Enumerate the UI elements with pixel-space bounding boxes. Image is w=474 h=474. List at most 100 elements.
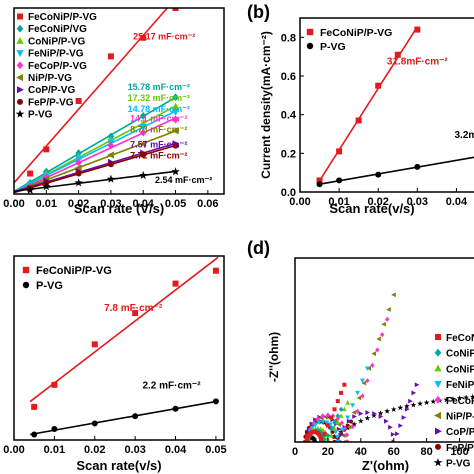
panel-b-y-axis-label: Current density(mA·cm⁻²) — [259, 31, 273, 179]
panel-d-point — [338, 406, 344, 412]
panel-d-point — [463, 394, 469, 400]
panel-d-point — [350, 424, 355, 430]
panel-c-slope-label: 7.8 mF·cm⁻² — [104, 303, 163, 314]
panel-d-point — [350, 403, 355, 408]
panel-c-point-FeCoNiP/P-VG — [212, 267, 219, 274]
panel-d-point — [317, 432, 322, 437]
panel-a-legend-marker — [16, 37, 24, 44]
panel-d-point — [355, 408, 360, 414]
panel-d-legend-marker — [434, 364, 442, 372]
panel-d-legend-label: CoNiF — [446, 364, 474, 375]
panel-a-legend-label: CoP/P-VG — [28, 85, 75, 96]
panel-d-point — [384, 408, 390, 414]
panel-b-y-tick-label: 0.2 — [281, 148, 296, 160]
panel-c-x-tick-label: 0.05 — [205, 444, 226, 456]
panel-d-point — [331, 434, 336, 439]
panel-d-point — [410, 402, 417, 408]
panel-d-point — [335, 413, 340, 419]
panel-a-point-NiP/P-VG — [171, 127, 179, 135]
panel-d-legend-marker — [434, 348, 442, 357]
panel-d-point — [342, 382, 347, 387]
panel-d-x-tick-label: 0 — [292, 446, 298, 458]
panel-a-point-NiP/P-VG — [139, 140, 147, 148]
panel-b-point-FeCoNiP/P-VG — [414, 26, 421, 33]
panel-d-legend-label: FeCoP — [446, 396, 474, 407]
panel-d-x-tick-label: 60 — [388, 446, 400, 458]
panel-d-point — [372, 411, 377, 416]
panel-a-point-FeCoP/P-VG — [172, 115, 179, 124]
panel-a: FeCoNiP/P-VG 25.17 mF·cm⁻² FeCoNiP/VG 15.78… — [3, 7, 225, 216]
panel-a-point-FeP/P-VG — [75, 170, 82, 177]
panel-d-legend-marker — [434, 411, 441, 420]
panel-d-point — [397, 404, 404, 411]
panel-b-x-tick-label: 0.03 — [407, 196, 428, 208]
panel-d-legend-marker — [435, 427, 442, 435]
panel-d-point — [376, 336, 381, 342]
panel-a-fit-line-FeCoP/P-VG — [14, 116, 178, 194]
panel-c-point-P-VG — [31, 431, 38, 438]
panel-a-legend-label: P-VG — [28, 110, 53, 121]
panel-b-x-tick-label: 0.04 — [446, 196, 468, 208]
panel-a-fit-line-P-VG — [14, 170, 178, 193]
panel-d-point — [390, 431, 396, 437]
panel-b-point-FeCoNiP/P-VG — [394, 51, 401, 58]
panel-d-y-axis-label: -Z''(ohm) — [267, 332, 281, 382]
panel-d-point — [358, 418, 364, 424]
panel-d-legend-marker — [435, 334, 441, 340]
panel-b-data-layer — [316, 26, 474, 188]
panel-a-fit-line-CoP/P-VG — [14, 142, 178, 193]
panel-a-x-tick-label: 0.00 — [3, 198, 24, 210]
panel-d-point — [370, 362, 375, 368]
panel-c-data-layer — [29, 256, 219, 438]
panel-c-x-tick-label: 0.04 — [165, 444, 187, 456]
panel-a-point-FeCoNiP/P-VG — [140, 34, 147, 41]
panel-d-point — [456, 395, 463, 401]
panel-a-x-tick-label: 0.05 — [165, 198, 186, 210]
panel-d-point — [325, 423, 330, 428]
panel-a-point-FeCoNiP/P-VG — [43, 146, 50, 153]
panel-d-point — [338, 429, 344, 435]
panel-a-point-FeP/P-VG — [140, 151, 147, 158]
panel-d-point — [339, 390, 344, 395]
panel-b-legend-marker — [306, 42, 314, 50]
panel-d-point — [339, 420, 345, 426]
panel-d-point — [345, 400, 351, 405]
panel-d-point — [341, 406, 347, 412]
panel-a-legend-label: CoNiP/P-VG — [28, 36, 85, 47]
panel-label-d: (d) — [247, 238, 270, 258]
panel-d-point — [360, 378, 365, 384]
panel-d-point — [310, 425, 315, 431]
panel-c-x-tick-label: 0.03 — [124, 444, 145, 456]
panel-a-point-NiP/P-VG — [74, 164, 82, 172]
panel-c-legend-label: P-VG — [36, 280, 63, 292]
panel-a-x-tick-label: 0.02 — [68, 198, 89, 210]
panel-d-point — [395, 431, 400, 437]
panel-b-y-tick-label: 0.8 — [281, 32, 296, 44]
panel-a-slope-label: 2.54 mF·cm⁻² — [155, 175, 212, 185]
panel-b-point-P-VG — [414, 163, 421, 170]
panel-c-point-P-VG — [91, 420, 98, 427]
panel-d-point — [320, 419, 326, 425]
panel-d-legend-label: FeP/P — [446, 443, 474, 454]
panel-d-point — [342, 425, 348, 432]
panel-d-point — [430, 398, 437, 404]
panel-d-legend-marker — [434, 395, 442, 404]
panel-d-point — [408, 398, 413, 404]
panel-a-point-NiP/P-VG — [107, 151, 114, 159]
panel-d-point — [352, 414, 357, 419]
panel-a-legend-label: FeCoNiP/VG — [28, 24, 87, 35]
panel-b-point-P-VG — [375, 171, 382, 178]
panel-a-legend-marker — [16, 24, 24, 33]
panel-d-point — [313, 422, 318, 428]
panel-a-point-P-VG — [171, 167, 180, 176]
panel-a-legend-marker — [16, 50, 24, 57]
panel-d-point — [332, 426, 337, 431]
panel-a-point-FeNiP/P-VG — [139, 124, 147, 131]
panel-c-point-FeCoNiP/P-VG — [51, 381, 58, 388]
panel-c-point-FeCoNiP/P-VG — [31, 403, 38, 410]
panel-c-legend-marker — [22, 266, 30, 274]
panel-a-x-tick-label: 0.04 — [133, 198, 155, 210]
panel-c-x-axis-label: Scan rate(v/s) — [76, 458, 161, 473]
panel-b-legend-label: FeCoNiP/P-VG — [320, 27, 392, 39]
panel-a-legend-marker — [17, 86, 24, 94]
